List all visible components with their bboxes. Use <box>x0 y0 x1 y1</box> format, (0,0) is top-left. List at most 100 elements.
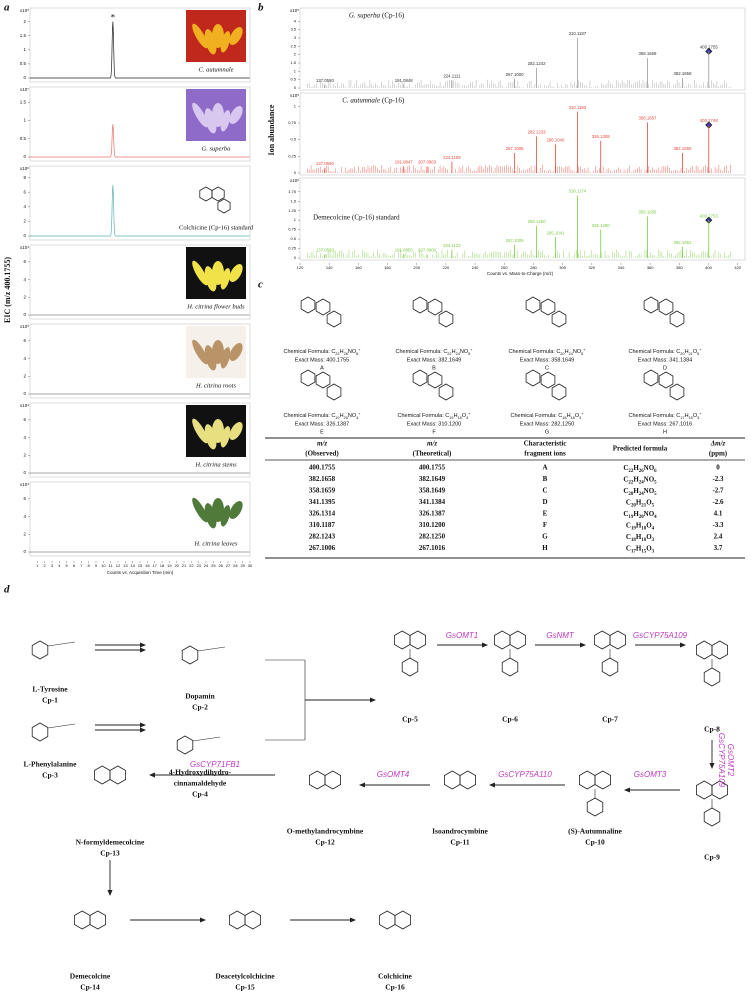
compound-name: Dopamin <box>185 692 215 701</box>
ring <box>427 371 443 389</box>
table-header: Characteristic <box>524 440 567 448</box>
x-tick-label: 400 <box>705 265 712 270</box>
y-tick-label: 0.5 <box>20 136 27 141</box>
compound-id: Cp-7 <box>602 715 618 724</box>
ring <box>315 298 331 316</box>
peak-label: 137.0590 <box>316 247 335 252</box>
peak-label: 310.1187 <box>569 31 587 36</box>
spectrum-title: (Cp-16) <box>382 97 405 105</box>
ring <box>540 298 556 316</box>
ring <box>315 371 331 389</box>
table-cell: -3.3 <box>712 521 724 529</box>
ring <box>211 186 225 202</box>
y-tick-label: 1.5 <box>290 198 296 203</box>
x-tick-label: 20 <box>174 563 179 568</box>
ring <box>525 296 541 314</box>
table-cell: G <box>542 533 548 541</box>
peak-label: 400.1753 <box>700 213 719 218</box>
photo-detail <box>212 24 224 48</box>
x-tick-label: 380 <box>676 265 683 270</box>
x-tick-label: 1 <box>36 563 39 568</box>
y-tick-label: 4 <box>23 514 26 519</box>
spectrum-title: C. autumnale <box>342 97 380 105</box>
enzyme-label: GsCYP75A109 <box>633 631 688 640</box>
ring <box>300 369 316 387</box>
table-cell: C20H24NO5 <box>623 487 657 497</box>
subplot-frame <box>29 165 251 241</box>
compound-name: 4-Hydroxydihydro- <box>169 768 232 777</box>
y-tick-label: 0.5 <box>20 61 27 66</box>
compound-name: Demecolcine <box>70 972 111 981</box>
x-tick-label: 180 <box>384 265 391 270</box>
y-tick-label: 6 <box>23 189 26 194</box>
fragment-id: G <box>545 429 549 435</box>
x-tick-label: 25 <box>211 563 216 568</box>
table-cell: 3.7 <box>714 544 723 552</box>
table-header: (Observed) <box>305 450 339 458</box>
x-tick-label: 3 <box>51 563 54 568</box>
ring <box>525 369 541 387</box>
table-cell: B <box>543 475 548 483</box>
table-cell: C17H15O3 <box>626 544 655 554</box>
arrow-head <box>358 782 366 788</box>
table-cell: 326.1314 <box>309 510 336 518</box>
y-tick-label: 1 <box>23 118 26 123</box>
y-tick-label: 4 <box>23 435 26 440</box>
x-tick-label: 19 <box>167 563 172 568</box>
compound-id: Cp-8 <box>704 725 720 734</box>
arrow-head <box>369 697 377 703</box>
y-tick-label: 2 <box>23 19 26 24</box>
fragment-formula: Chemical Formula: C19H20NO4+ <box>284 412 362 420</box>
ring <box>427 298 443 316</box>
photo-detail <box>220 505 231 527</box>
compound-id: Cp-6 <box>502 715 518 724</box>
ring <box>74 910 91 930</box>
peak-label: 382.1655 <box>674 146 693 151</box>
x-tick-label: 320 <box>588 265 595 270</box>
x-tick-label: 16 <box>145 563 150 568</box>
table-cell: 267.1006 <box>309 544 336 552</box>
table-cell: D <box>542 498 547 506</box>
panel-label: a <box>4 2 10 14</box>
photo-detail <box>220 268 231 290</box>
compound-id: Cp-1 <box>42 696 58 705</box>
x-tick-label: 4 <box>58 563 61 568</box>
rule <box>47 723 76 729</box>
photo-detail <box>220 110 231 132</box>
photo-detail <box>220 347 231 369</box>
y-tick-label: 1.5 <box>290 60 296 65</box>
y-tick-label: 0 <box>23 470 26 475</box>
eic-trace <box>30 124 250 158</box>
photo-detail <box>229 342 243 362</box>
y-axis-label: Ion abundance <box>267 104 276 155</box>
table-cell: 358.1659 <box>309 487 336 495</box>
peak-label: 224.1109 <box>443 155 461 160</box>
table-header: Δm/z <box>710 440 726 448</box>
panel-label: c <box>258 279 263 291</box>
subplot-frame <box>29 481 251 557</box>
y-tick-label: 6 <box>23 259 26 264</box>
photo-detail <box>229 500 243 520</box>
sample-label: Colchicine (Cp-16) standard <box>179 224 254 231</box>
compound-id: Cp-15 <box>235 983 255 992</box>
ring <box>401 657 419 677</box>
peak-label: 191.0848 <box>395 78 414 83</box>
photo-detail <box>192 418 208 444</box>
fragment-mass: Exact Mass: 310.1200 <box>407 421 461 427</box>
peak-label: 282.1242 <box>528 61 547 66</box>
photo-detail <box>220 31 231 53</box>
spectrum-title: (Cp-16) standard <box>352 214 400 222</box>
x-tick-label: 26 <box>218 563 223 568</box>
ring <box>609 630 626 650</box>
arrow-head <box>579 642 587 648</box>
compound-id: Cp-16 <box>385 983 405 992</box>
enzyme-label: GsOMT4 <box>377 770 410 779</box>
photo-detail <box>229 105 243 125</box>
table-cell: 267.1016 <box>419 544 446 552</box>
ring <box>459 770 476 790</box>
scale-label: x10⁵ <box>290 93 299 98</box>
y-tick-label: 0.75 <box>288 227 297 232</box>
panel-label: b <box>258 2 264 14</box>
x-tick-label: 5 <box>66 563 69 568</box>
table-cell: H <box>542 544 548 552</box>
